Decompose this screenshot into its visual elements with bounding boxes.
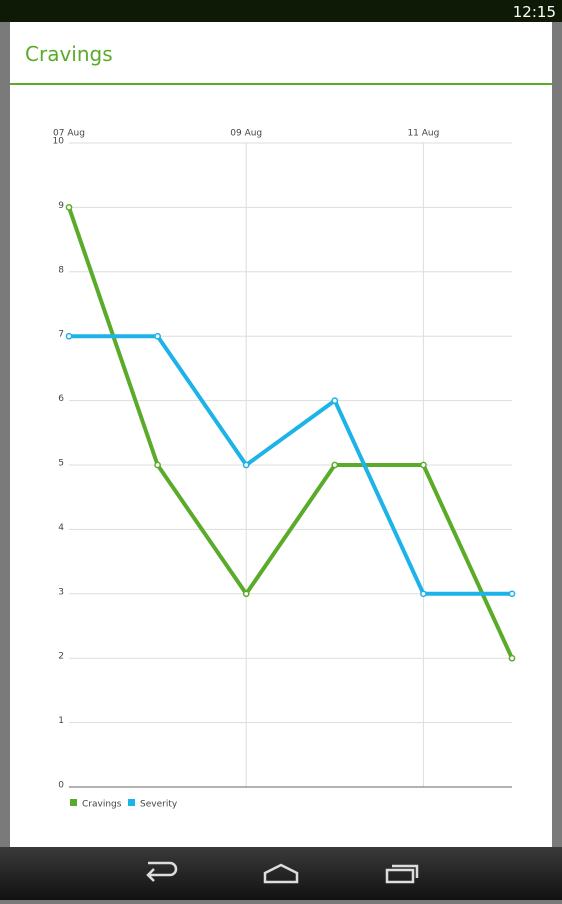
recents-button[interactable]	[385, 864, 419, 884]
data-point	[65, 332, 73, 340]
data-point	[331, 461, 339, 469]
nav-icons	[146, 861, 419, 884]
data-point	[420, 590, 427, 598]
legend-swatch	[70, 799, 77, 806]
title-divider	[10, 83, 552, 85]
y-tick-label: 8	[58, 265, 64, 275]
data-point	[420, 461, 427, 469]
legend-swatch	[128, 799, 135, 806]
y-tick-label: 7	[58, 330, 64, 340]
data-point	[154, 461, 161, 469]
y-tick-label: 5	[58, 459, 64, 469]
x-tick-label: 09 Aug	[230, 129, 262, 139]
status-bar: 12:15	[0, 0, 562, 22]
data-point	[242, 461, 250, 469]
y-tick-label: 9	[58, 201, 64, 211]
dialog-title: Cravings	[25, 42, 113, 66]
y-tick-label: 2	[58, 652, 64, 662]
y-tick-label: 3	[58, 587, 64, 597]
clock: 12:15	[512, 3, 556, 21]
y-tick-label: 4	[58, 523, 64, 533]
series-line	[69, 334, 512, 596]
x-tick-label: 07 Aug	[53, 129, 85, 139]
home-button[interactable]	[263, 863, 299, 884]
y-tick-label: 0	[58, 781, 64, 791]
series-line	[67, 206, 514, 660]
data-point	[242, 590, 250, 598]
y-tick-label: 1	[58, 716, 64, 726]
data-point	[508, 654, 516, 662]
legend-label: Severity	[140, 800, 178, 810]
data-point	[508, 590, 516, 598]
y-tick-label: 6	[58, 394, 64, 404]
dialog: Cravings	[10, 22, 552, 847]
data-point	[65, 204, 73, 211]
x-tick-label: 11 Aug	[407, 129, 439, 139]
legend-label: Cravings	[82, 800, 122, 810]
back-button[interactable]	[146, 861, 178, 882]
data-point	[154, 332, 161, 340]
nav-bar	[0, 847, 562, 900]
data-point	[331, 397, 339, 404]
y-tick-label: 10	[53, 137, 65, 147]
